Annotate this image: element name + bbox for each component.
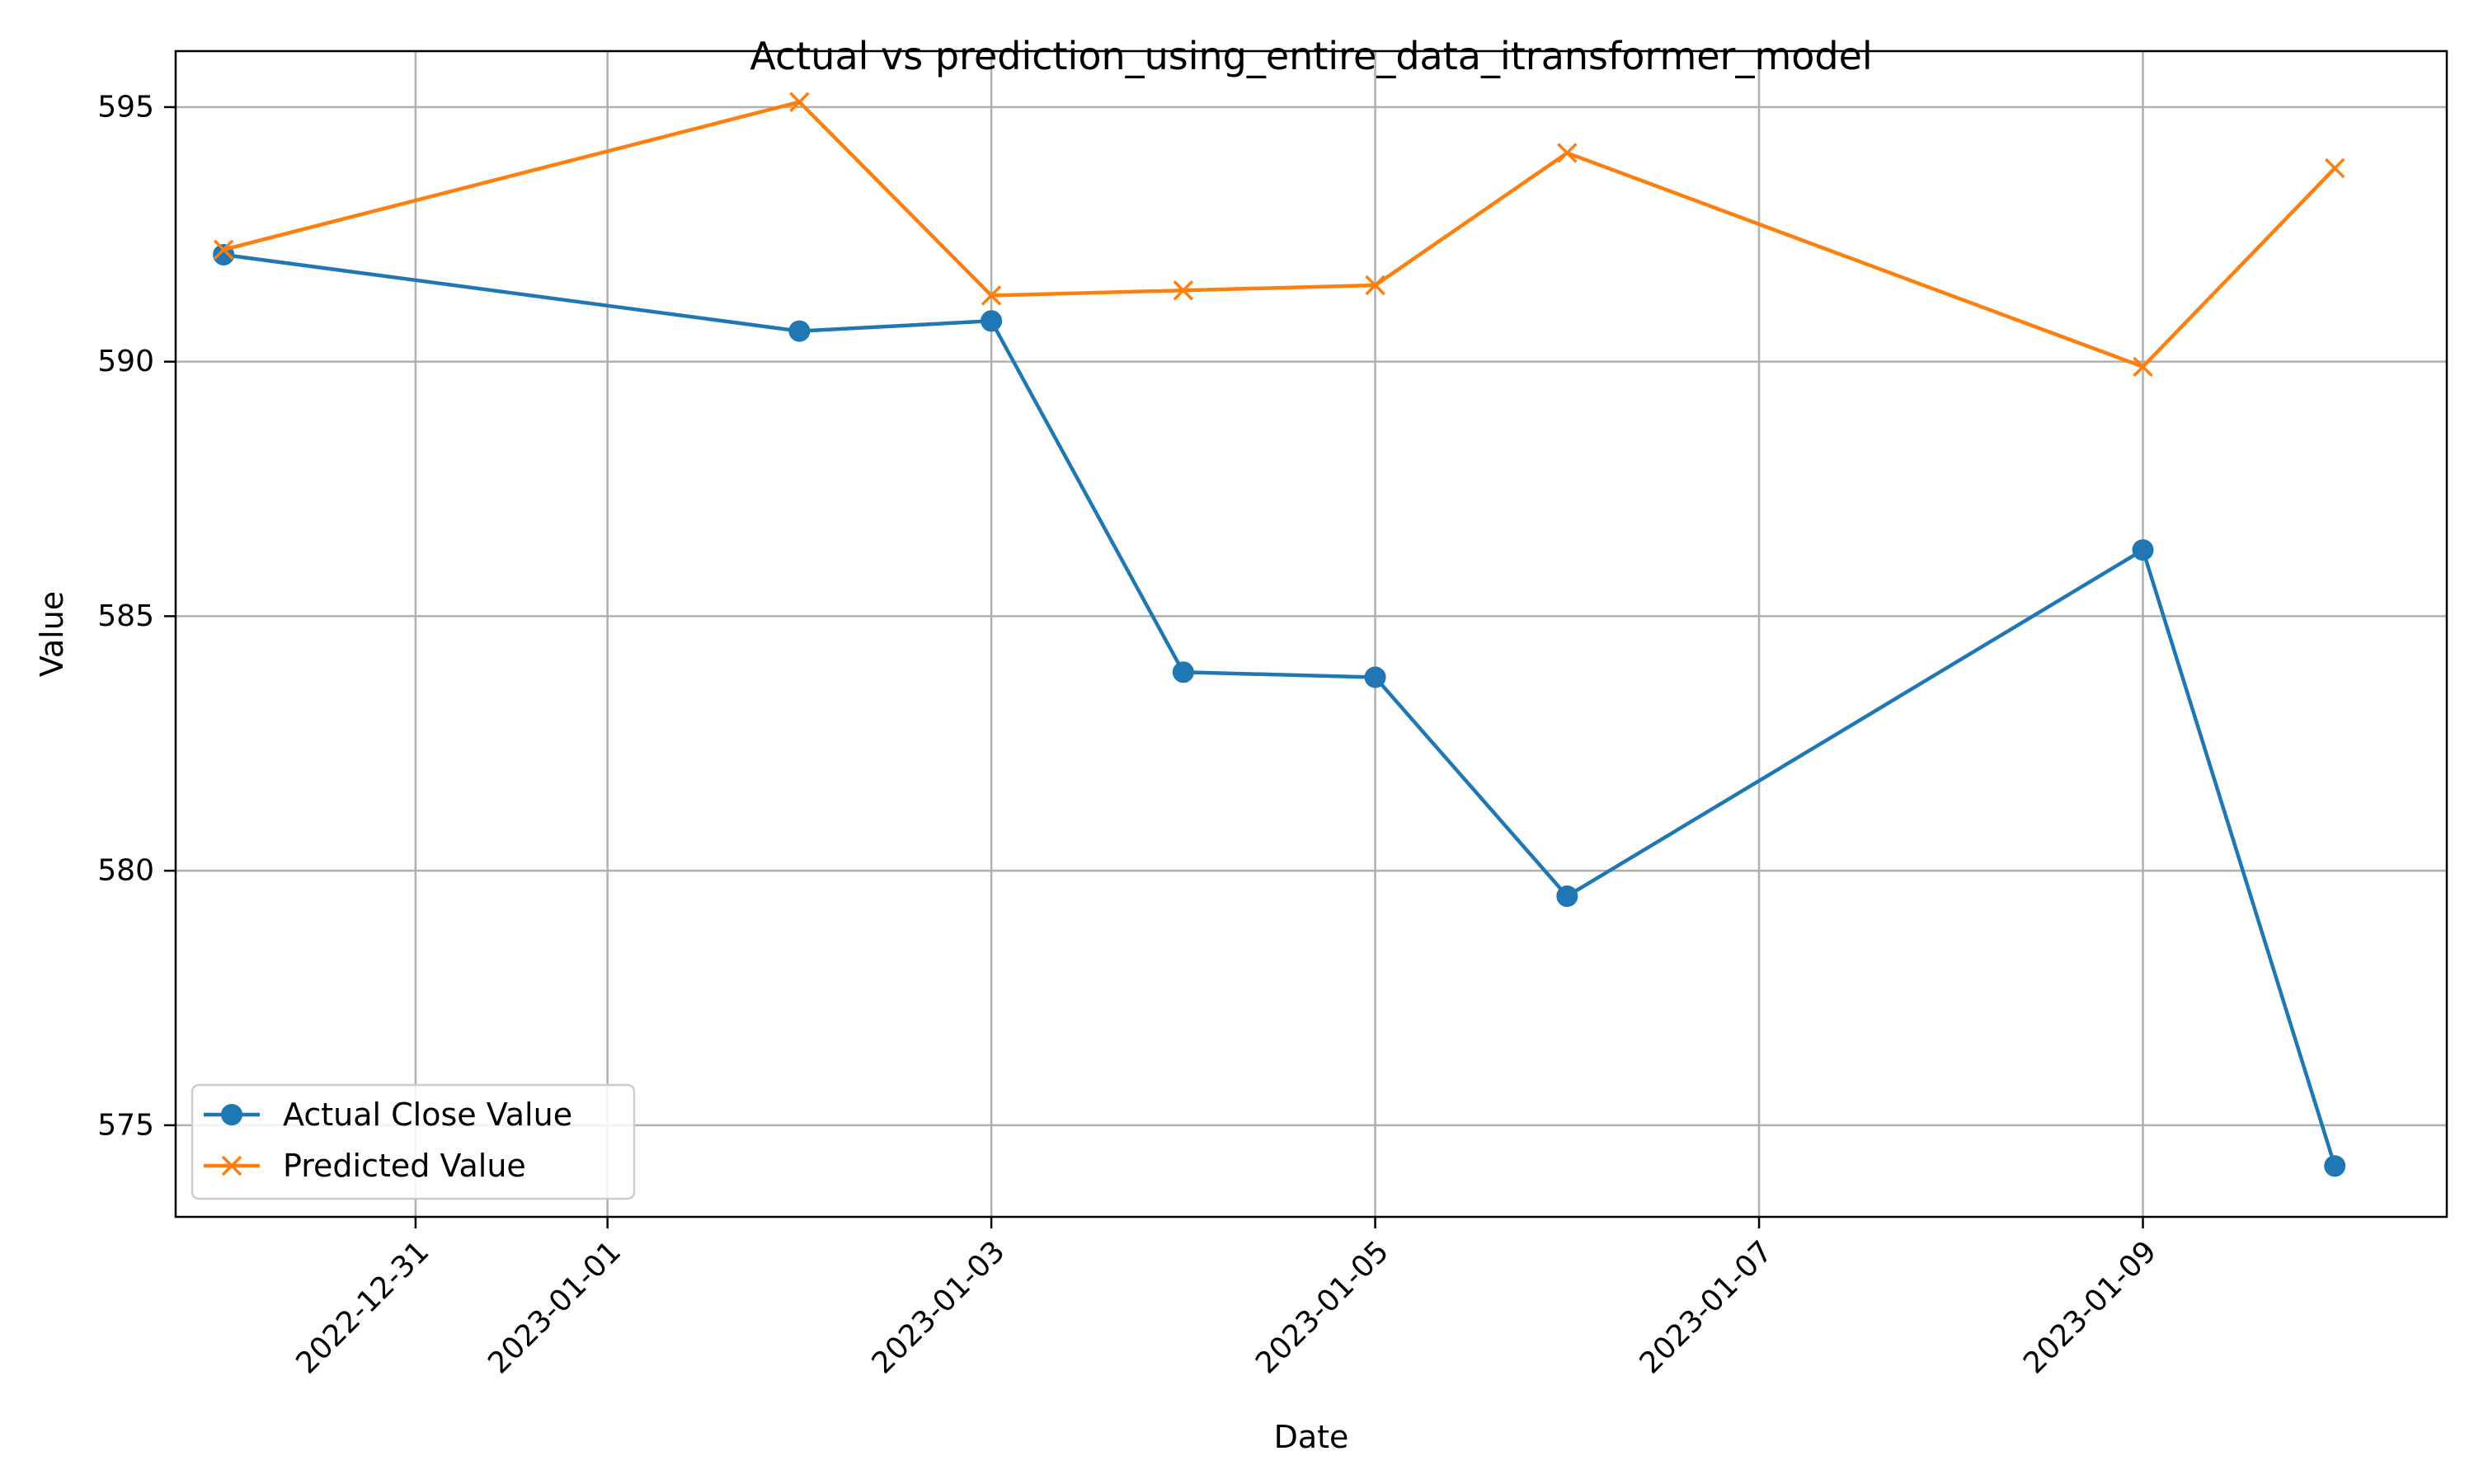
series-line xyxy=(223,252,2337,1167)
data-point xyxy=(1365,275,1385,296)
data-point xyxy=(1364,666,1386,688)
data-point xyxy=(1173,279,1194,301)
data-point xyxy=(1557,143,1578,163)
data-point xyxy=(2324,1155,2346,1177)
y-tick-label: 575 xyxy=(97,1108,154,1142)
legend: Actual Close Value Predicted Value xyxy=(190,1083,636,1200)
data-point xyxy=(1172,661,1194,683)
data-point xyxy=(213,239,234,261)
legend-marker xyxy=(221,1104,242,1125)
x-axis-label: Date xyxy=(1274,1419,1349,1455)
y-tick-label: 595 xyxy=(97,90,154,124)
legend-label: Actual Close Value xyxy=(283,1097,572,1133)
data-point xyxy=(1556,885,1578,907)
legend-marker xyxy=(221,1155,242,1176)
series-layer xyxy=(213,92,2346,1177)
data-point xyxy=(981,285,1002,306)
legend-item: Actual Close Value xyxy=(204,1097,572,1133)
data-point xyxy=(2133,356,2153,378)
y-tick-label: 580 xyxy=(97,854,154,888)
legend-item: Predicted Value xyxy=(204,1148,526,1184)
y-tick-label: 590 xyxy=(97,345,154,378)
data-point xyxy=(789,92,810,112)
data-point xyxy=(788,320,811,342)
series-1 xyxy=(213,243,2346,1177)
data-point xyxy=(2325,157,2345,179)
data-point xyxy=(2132,539,2154,561)
legend-box xyxy=(190,1083,636,1200)
y-axis-label: Value xyxy=(34,591,70,677)
series-line xyxy=(223,100,2336,369)
data-point xyxy=(981,310,1003,332)
plot-frame xyxy=(174,49,2448,1219)
chart-title: Actual vs prediction_using_entire_data_i… xyxy=(750,34,1872,78)
y-tick-label: 585 xyxy=(97,599,154,633)
legend-label: Predicted Value xyxy=(283,1148,526,1184)
series-2 xyxy=(213,92,2345,378)
